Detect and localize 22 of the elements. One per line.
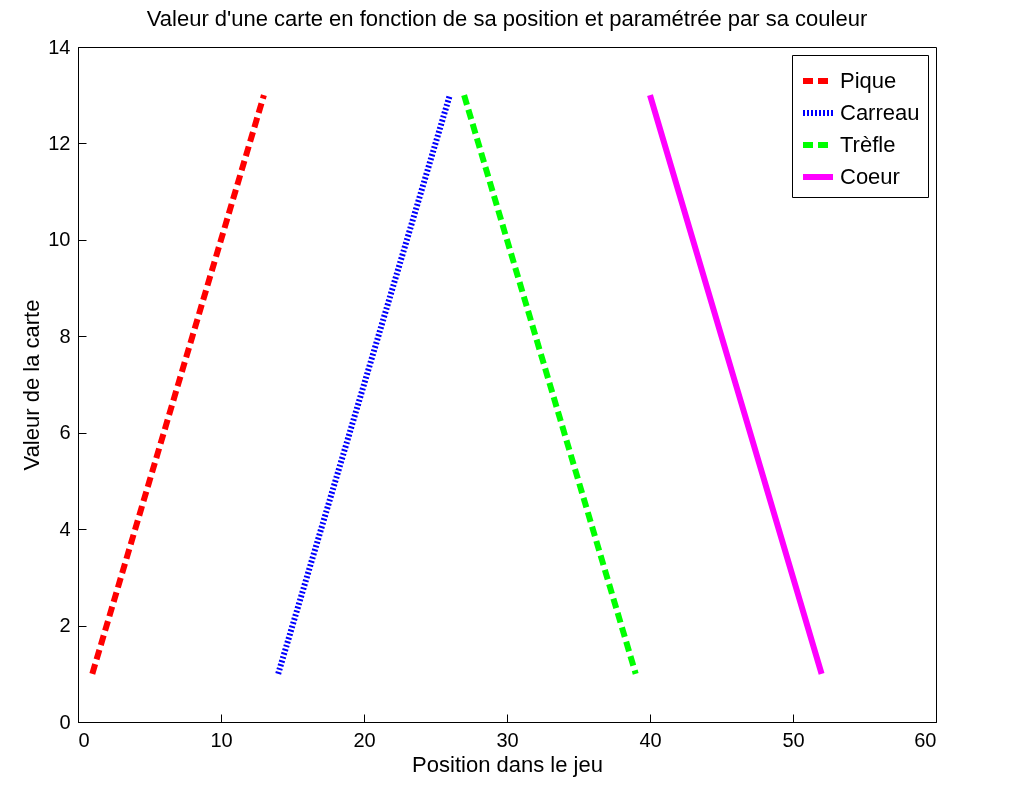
x-tick-label: 60	[914, 728, 937, 751]
x-tick-label: 50	[782, 728, 805, 751]
x-tick-label: 20	[353, 728, 376, 751]
legend-label: Carreau	[840, 100, 920, 125]
legend-label: Pique	[840, 68, 897, 93]
y-tick-label: 6	[59, 421, 71, 444]
x-tick-label: 40	[639, 728, 662, 751]
y-tick-label: 12	[48, 131, 71, 154]
y-tick-label: 2	[59, 614, 71, 637]
legend-label: Coeur	[840, 164, 900, 189]
y-tick-label: 14	[48, 35, 71, 58]
y-tick-label: 8	[59, 324, 71, 347]
x-axis-title: Position dans le jeu	[412, 751, 603, 777]
x-tick-label: 10	[210, 728, 233, 751]
chart-title: Valeur d'une carte en fonction de sa position et paramétrée par sa couleur	[146, 6, 868, 31]
y-tick-label: 0	[59, 710, 71, 733]
y-tick-label: 4	[59, 517, 71, 540]
x-tick-label: 0	[78, 728, 90, 751]
x-tick-label: 30	[496, 728, 519, 751]
y-tick-label: 10	[48, 228, 71, 251]
legend-label: Trèfle	[840, 132, 896, 157]
y-axis-title: Valeur de la carte	[19, 299, 45, 471]
